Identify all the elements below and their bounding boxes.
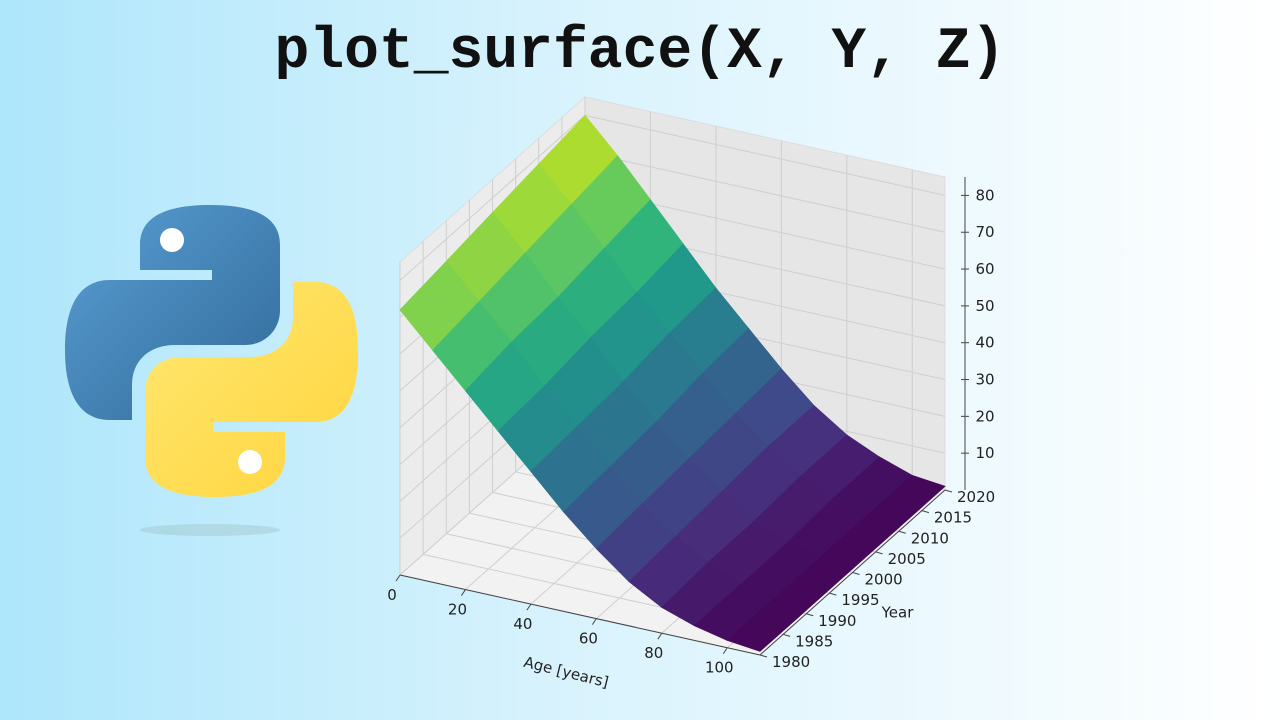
tick-mark [759, 654, 768, 658]
logo-shadow [140, 524, 280, 536]
y-axis-label: Year [881, 604, 915, 622]
tick-mark [526, 603, 532, 611]
surface-patch [726, 598, 808, 652]
x-tick-label: 20 [448, 601, 467, 619]
y-tick-label: 1980 [772, 653, 810, 671]
logo-blue [65, 205, 280, 420]
y-tick-label: 2015 [934, 509, 972, 527]
z-tick-label: 50 [975, 297, 994, 315]
chart-title: plot_surface(X, Y, Z) [274, 20, 1006, 85]
z-tick-label: 80 [975, 186, 994, 204]
tick-mark [875, 551, 883, 555]
z-tick-label: 20 [975, 407, 994, 425]
z-tick-label: 60 [975, 260, 994, 278]
grid-line [584, 114, 946, 196]
tick-mark [921, 510, 930, 514]
tick-mark [657, 632, 663, 640]
z-tick-label: 40 [975, 334, 994, 352]
tick-mark [806, 613, 814, 617]
x-tick-label: 0 [387, 586, 397, 604]
grid-line [399, 115, 586, 281]
x-axis-label: Age [years] [522, 653, 611, 691]
axis-line [399, 574, 761, 656]
z-tick-label: 70 [975, 223, 994, 241]
y-tick-label: 1985 [795, 632, 833, 650]
logo-eye [238, 450, 262, 474]
y-tick-label: 2005 [888, 550, 926, 568]
y-tick-label: 2010 [911, 529, 949, 547]
grid-line [584, 151, 946, 233]
tick-mark [944, 489, 953, 493]
logo-eye [160, 228, 184, 252]
x-tick-label: 100 [705, 659, 734, 677]
tick-mark [898, 530, 906, 534]
x-tick-label: 80 [644, 644, 663, 662]
z-tick-label: 10 [975, 444, 994, 462]
x-tick-label: 60 [579, 630, 598, 648]
y-tick-label: 2000 [865, 571, 903, 589]
tick-mark [829, 592, 837, 596]
tick-mark [461, 589, 466, 596]
z-tick-label: 30 [975, 371, 994, 389]
axis-line [759, 489, 946, 656]
y-tick-label: 1995 [841, 591, 879, 609]
tick-mark [782, 633, 791, 637]
logo-yellow [145, 282, 358, 497]
tick-mark [591, 618, 597, 625]
tick-mark [722, 647, 728, 655]
tick-mark [395, 574, 401, 582]
tick-mark [852, 572, 860, 575]
y-tick-label: 1990 [818, 612, 856, 630]
y-tick-label: 2020 [957, 488, 995, 506]
x-tick-label: 40 [513, 615, 532, 633]
